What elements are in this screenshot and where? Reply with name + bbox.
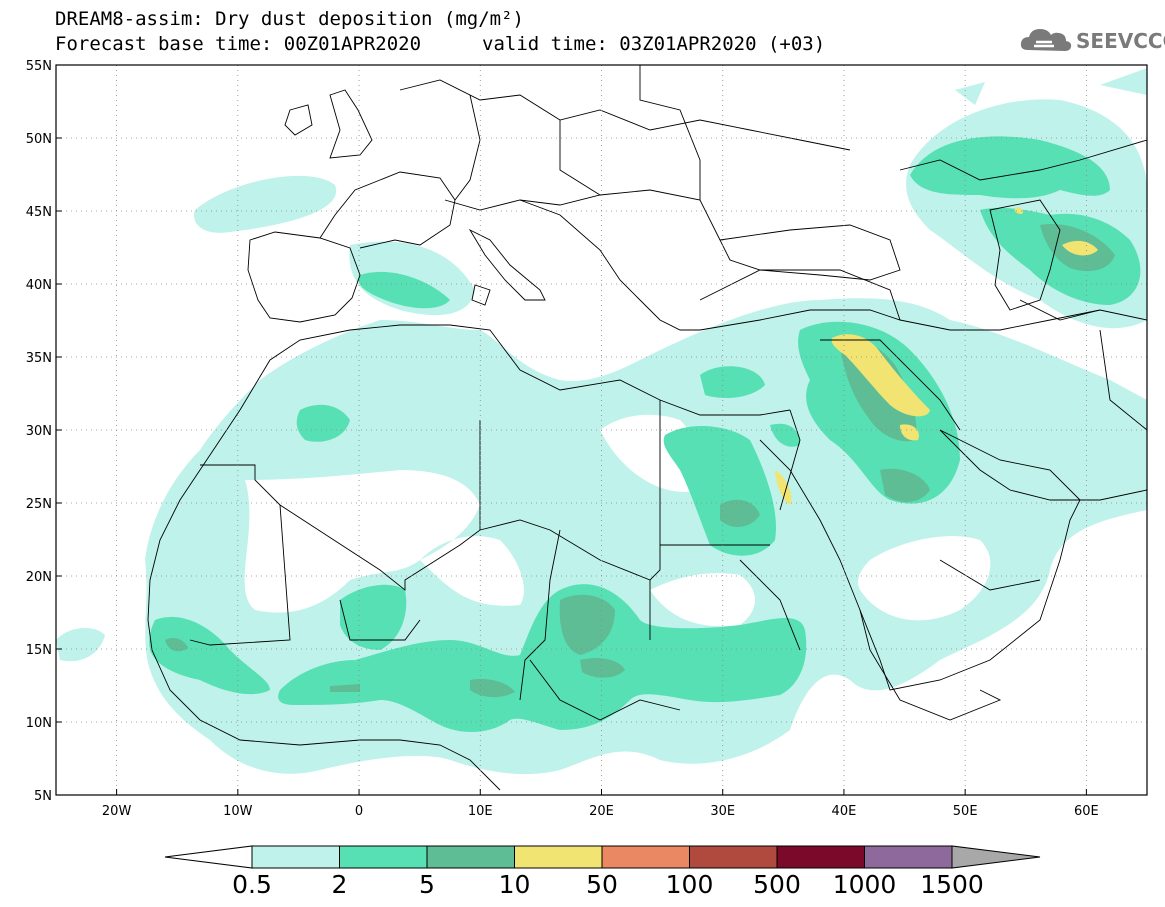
map-title: DREAM8-assim: Dry dust deposition (mg/m²…	[55, 8, 524, 30]
lat-tick-label: 55N	[26, 59, 52, 74]
colorbar-under-arrow	[164, 845, 253, 869]
lat-tick-label: 10N	[26, 716, 52, 731]
colorbar-swatch	[776, 845, 865, 869]
seevccc-logo: SEEVCCC	[1018, 24, 1165, 56]
colorbar-swatch	[864, 845, 953, 869]
lat-tick-label: 20N	[26, 570, 52, 585]
valid-time: valid time: 03Z01APR2020 (+03)	[482, 33, 826, 55]
colorbar-label: 2	[332, 870, 348, 899]
lat-tick-label: 15N	[26, 643, 52, 658]
grid-lines	[56, 65, 1147, 795]
colorbar: 0.5 2 5 10 50 100 500 1000 1500	[164, 845, 1041, 899]
lon-tick-label: 50E	[953, 804, 978, 819]
colorbar-label: 100	[666, 870, 714, 899]
logo-text: SEEVCCC	[1076, 29, 1165, 53]
lat-tick-label: 50N	[26, 132, 52, 147]
map-axes: 55N 50N 45N 40N 35N 30N 25N 20N 15N 10N 5N 20W 10W 0 1…	[26, 59, 1099, 819]
lon-tick-label: 10W	[223, 804, 253, 819]
colorbar-label: 1000	[833, 870, 897, 899]
lat-tick-label: 5N	[34, 789, 52, 804]
lon-tick-label: 10E	[468, 804, 493, 819]
lon-tick-label: 40E	[832, 804, 857, 819]
lat-tick-label: 25N	[26, 497, 52, 512]
colorbar-label: 50	[586, 870, 618, 899]
colorbar-label: 500	[753, 870, 801, 899]
colorbar-swatch	[689, 845, 778, 869]
map-area	[56, 65, 1147, 795]
lon-tick-label: 30E	[710, 804, 735, 819]
dust-level-10	[775, 207, 1098, 505]
lon-tick-label: 60E	[1074, 804, 1099, 819]
colorbar-swatch	[601, 845, 690, 869]
lon-tick-label: 20W	[102, 804, 132, 819]
cloud-icon	[1020, 29, 1072, 51]
forecast-base-time: Forecast base time: 00Z01APR2020	[55, 33, 422, 55]
colorbar-label: 5	[419, 870, 435, 899]
colorbar-over-arrow	[951, 845, 1041, 869]
lon-tick-label: 0	[355, 804, 363, 819]
colorbar-label: 10	[499, 870, 531, 899]
colorbar-swatch	[426, 845, 515, 869]
lat-tick-label: 30N	[26, 424, 52, 439]
colorbar-swatch	[514, 845, 603, 869]
colorbar-swatch	[251, 845, 340, 869]
lon-tick-label: 20E	[589, 804, 614, 819]
coastlines	[147, 65, 1147, 791]
lat-tick-label: 35N	[26, 351, 52, 366]
lat-tick-label: 45N	[26, 205, 52, 220]
colorbar-swatch	[339, 845, 428, 869]
colorbar-label: 0.5	[232, 870, 272, 899]
colorbar-label: 1500	[920, 870, 984, 899]
lat-tick-label: 40N	[26, 278, 52, 293]
